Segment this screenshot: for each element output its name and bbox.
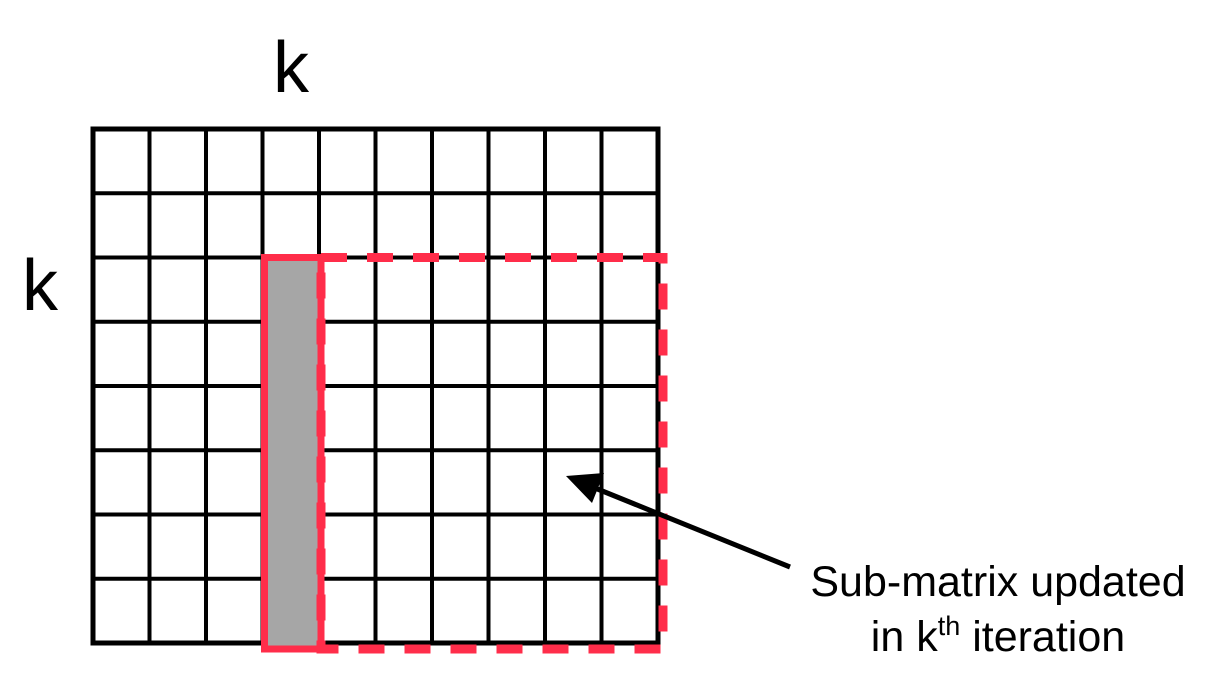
annotation-line-1: Sub-matrix updated — [810, 558, 1185, 606]
matrix-grid — [90, 126, 661, 646]
annotation-line-2-suffix: iteration — [960, 613, 1125, 661]
column-k-label: k — [273, 28, 310, 108]
annotation-line-2-prefix: in k — [871, 613, 938, 661]
row-k-label: k — [22, 246, 59, 326]
annotation-line-2: in kth iteration — [871, 611, 1125, 661]
submatrix-dashed-outline — [316, 253, 668, 654]
highlighted-k-column — [261, 254, 325, 653]
annotation-superscript: th — [938, 611, 961, 641]
pointer-arrow — [566, 473, 791, 570]
